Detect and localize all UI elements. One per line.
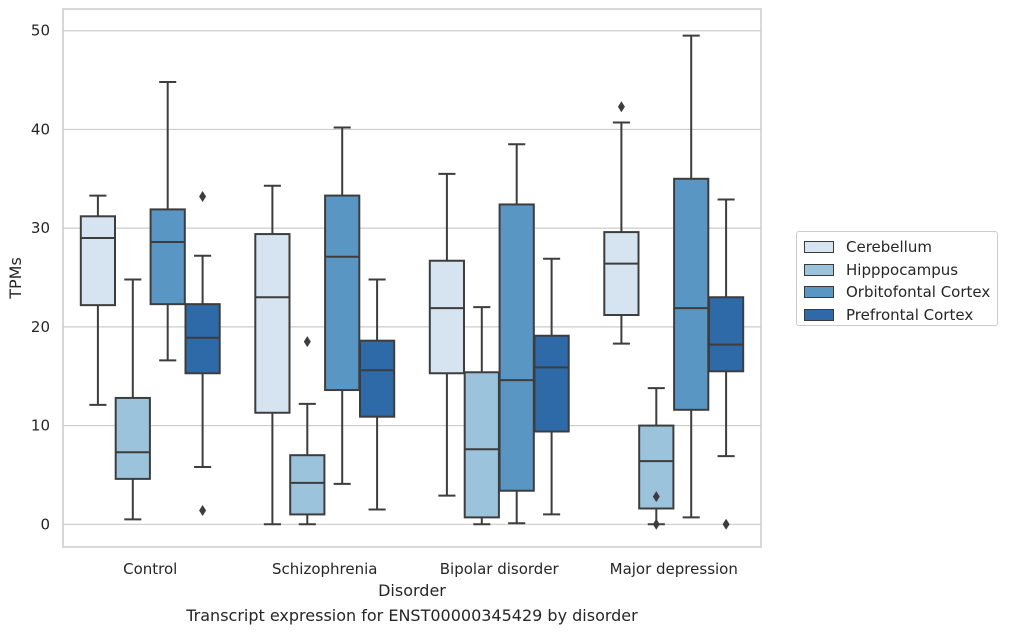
x-tick-label-bipolar-disorder: Bipolar disorder: [440, 560, 560, 578]
x-tick-label-major-depression: Major depression: [610, 560, 738, 578]
chart-legend: Cerebellum Hipppocampus Orbitofontal Cor…: [796, 231, 998, 326]
iqr-box: [463, 371, 500, 519]
outlier-point: [199, 504, 207, 516]
outlier-point: [722, 518, 730, 530]
legend-label-hippocampus: Hipppocampus: [846, 260, 959, 279]
box-cerebellum-major-depression: [603, 101, 640, 345]
legend-label-orbitofrontal-cortex: Orbitofontal Cortex: [846, 283, 991, 302]
outlier-point: [303, 336, 311, 348]
box-prefrontal-cortex-schizophrenia: [358, 278, 396, 511]
legend-swatch-cerebellum: [804, 241, 834, 254]
iqr-box: [289, 454, 326, 516]
iqr-box: [79, 215, 117, 307]
y-tick-label: 30: [31, 219, 50, 237]
box-prefrontal-cortex-major-depression: [707, 198, 745, 530]
iqr-box: [428, 259, 466, 375]
x-tick-label-schizophrenia: Schizophrenia: [272, 560, 377, 578]
legend-item-orbitofrontal-cortex: Orbitofontal Cortex: [804, 281, 997, 304]
y-axis-label: TPMs: [6, 257, 25, 300]
y-tick-label: 0: [40, 515, 50, 533]
outlier-point: [199, 191, 207, 203]
box-cerebellum-schizophrenia: [254, 184, 291, 526]
iqr-box: [673, 177, 710, 411]
box-hipppocampus-control: [114, 278, 151, 521]
iqr-box: [358, 339, 396, 418]
iqr-box: [149, 208, 186, 306]
box-hipppocampus-schizophrenia: [289, 336, 326, 526]
y-tick-label: 50: [31, 22, 50, 40]
legend-swatch-hippocampus: [804, 263, 834, 276]
box-orbitofontal-cortex-schizophrenia: [324, 126, 361, 485]
y-tick-label: 20: [31, 318, 50, 336]
legend-label-prefrontal-cortex: Prefrontal Cortex: [846, 305, 974, 324]
x-axis-label: Disorder: [378, 581, 446, 600]
box-hipppocampus-major-depression: [638, 387, 675, 530]
iqr-box: [324, 194, 361, 392]
iqr-box: [498, 203, 535, 492]
legend-item-cerebellum: Cerebellum: [804, 236, 997, 259]
box-cerebellum-control: [79, 194, 117, 406]
iqr-box: [114, 396, 151, 480]
legend-swatch-prefrontal-cortex: [804, 308, 834, 321]
box-orbitofontal-cortex-major-depression: [673, 34, 710, 519]
box-prefrontal-cortex-control: [184, 191, 221, 516]
plot-frame: [62, 8, 762, 548]
y-tick-label: 40: [31, 120, 50, 138]
outlier-point: [652, 518, 660, 530]
box-orbitofontal-cortex-bipolar-disorder: [498, 143, 535, 525]
iqr-box: [707, 296, 745, 373]
outlier-point: [617, 101, 625, 113]
legend-item-hippocampus: Hipppocampus: [804, 259, 997, 282]
legend-label-cerebellum: Cerebellum: [846, 238, 932, 257]
box-prefrontal-cortex-bipolar-disorder: [533, 257, 570, 516]
x-tick-label-control: Control: [123, 560, 177, 578]
figure-caption: Transcript expression for ENST0000034542…: [186, 606, 638, 625]
legend-swatch-orbitofrontal-cortex: [804, 286, 834, 299]
iqr-box: [603, 231, 640, 317]
box-orbitofontal-cortex-control: [149, 81, 186, 362]
legend-item-prefrontal-cortex: Prefrontal Cortex: [804, 304, 997, 327]
y-tick-label: 10: [31, 417, 50, 435]
outlier-point: [652, 491, 660, 503]
iqr-box: [533, 334, 570, 433]
iqr-box: [254, 233, 291, 414]
box-hipppocampus-bipolar-disorder: [463, 306, 500, 526]
box-cerebellum-bipolar-disorder: [428, 172, 466, 497]
